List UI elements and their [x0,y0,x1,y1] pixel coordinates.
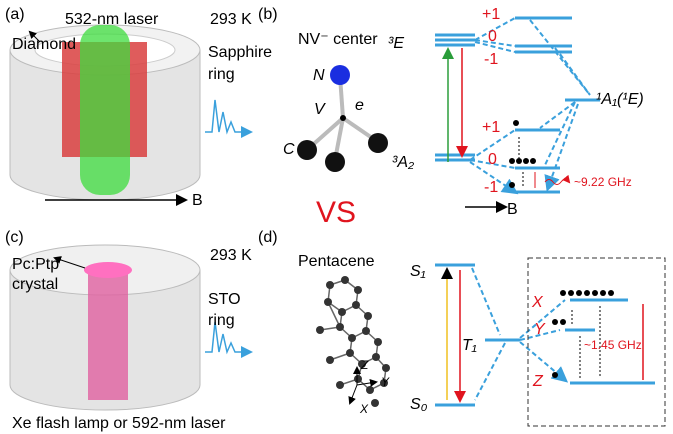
level-label: +1 [482,6,500,23]
atom-label: N [313,67,325,84]
excitation-label: Xe flash lamp or 592-nm laser [12,415,226,432]
panel-label: (a) [5,6,25,23]
level-label: -1 [484,51,498,68]
sublevel-label: X [531,294,544,311]
laser-label: 532-nm laser [65,11,159,28]
sublevel-label: Y [534,321,546,338]
vs: VS [316,196,356,229]
state-label: S₁ [410,263,426,280]
state-label: S₀ [410,396,428,413]
sample-label: crystal [12,276,58,293]
atom-label: e [355,97,364,114]
panel-label: (c) [5,229,24,246]
panel-c: (c) 293 K Pc:Ptp crystal STO ring Xe fla… [5,229,253,432]
splitting: ~1.45 GHz [584,338,642,352]
level-label: 0 [488,28,497,45]
temperature: 293 K [210,11,252,28]
ring-label: ring [208,312,235,329]
state-label: ³E [388,35,404,52]
axis-label: X [359,402,369,416]
level-label: +1 [482,119,500,136]
ring-label: Sapphire [208,44,272,61]
panel-d: (d) Pentacene Z Y X S₁ T₁ S₀ X Y Z ~1.45… [258,229,666,427]
title: NV⁻ center [298,31,378,48]
axis-label: Y [381,375,390,389]
title: Pentacene [298,253,375,270]
atom-label: C [283,141,295,158]
temperature: 293 K [210,247,252,264]
field-label: B [507,201,518,218]
state-label: ³A₂ [392,154,414,171]
axis-label: Z [360,358,369,372]
field-label: B [192,192,203,209]
state-label: ¹A₁(¹E) [596,91,644,108]
ring-label: ring [208,66,235,83]
atom-label: V [314,101,326,118]
panel-b: (b) NV⁻ center N V e C ³E ³A₂ ¹A₁(¹E) +1… [258,6,644,218]
sample-label: Pc:Ptp [12,256,59,273]
panel-label: (d) [258,229,278,246]
sample-label: Diamond [12,36,76,53]
level-label: -1 [484,179,498,196]
sublevel-label: Z [532,373,544,390]
panel-label: (b) [258,6,278,23]
splitting: ~9.22 GHz [574,175,632,189]
state-label: T₁ [462,337,477,354]
level-label: 0 [488,151,497,168]
panel-a: (a) 532-nm laser 293 K Diamond Sapphire … [5,6,272,209]
ring-label: STO [208,291,241,308]
